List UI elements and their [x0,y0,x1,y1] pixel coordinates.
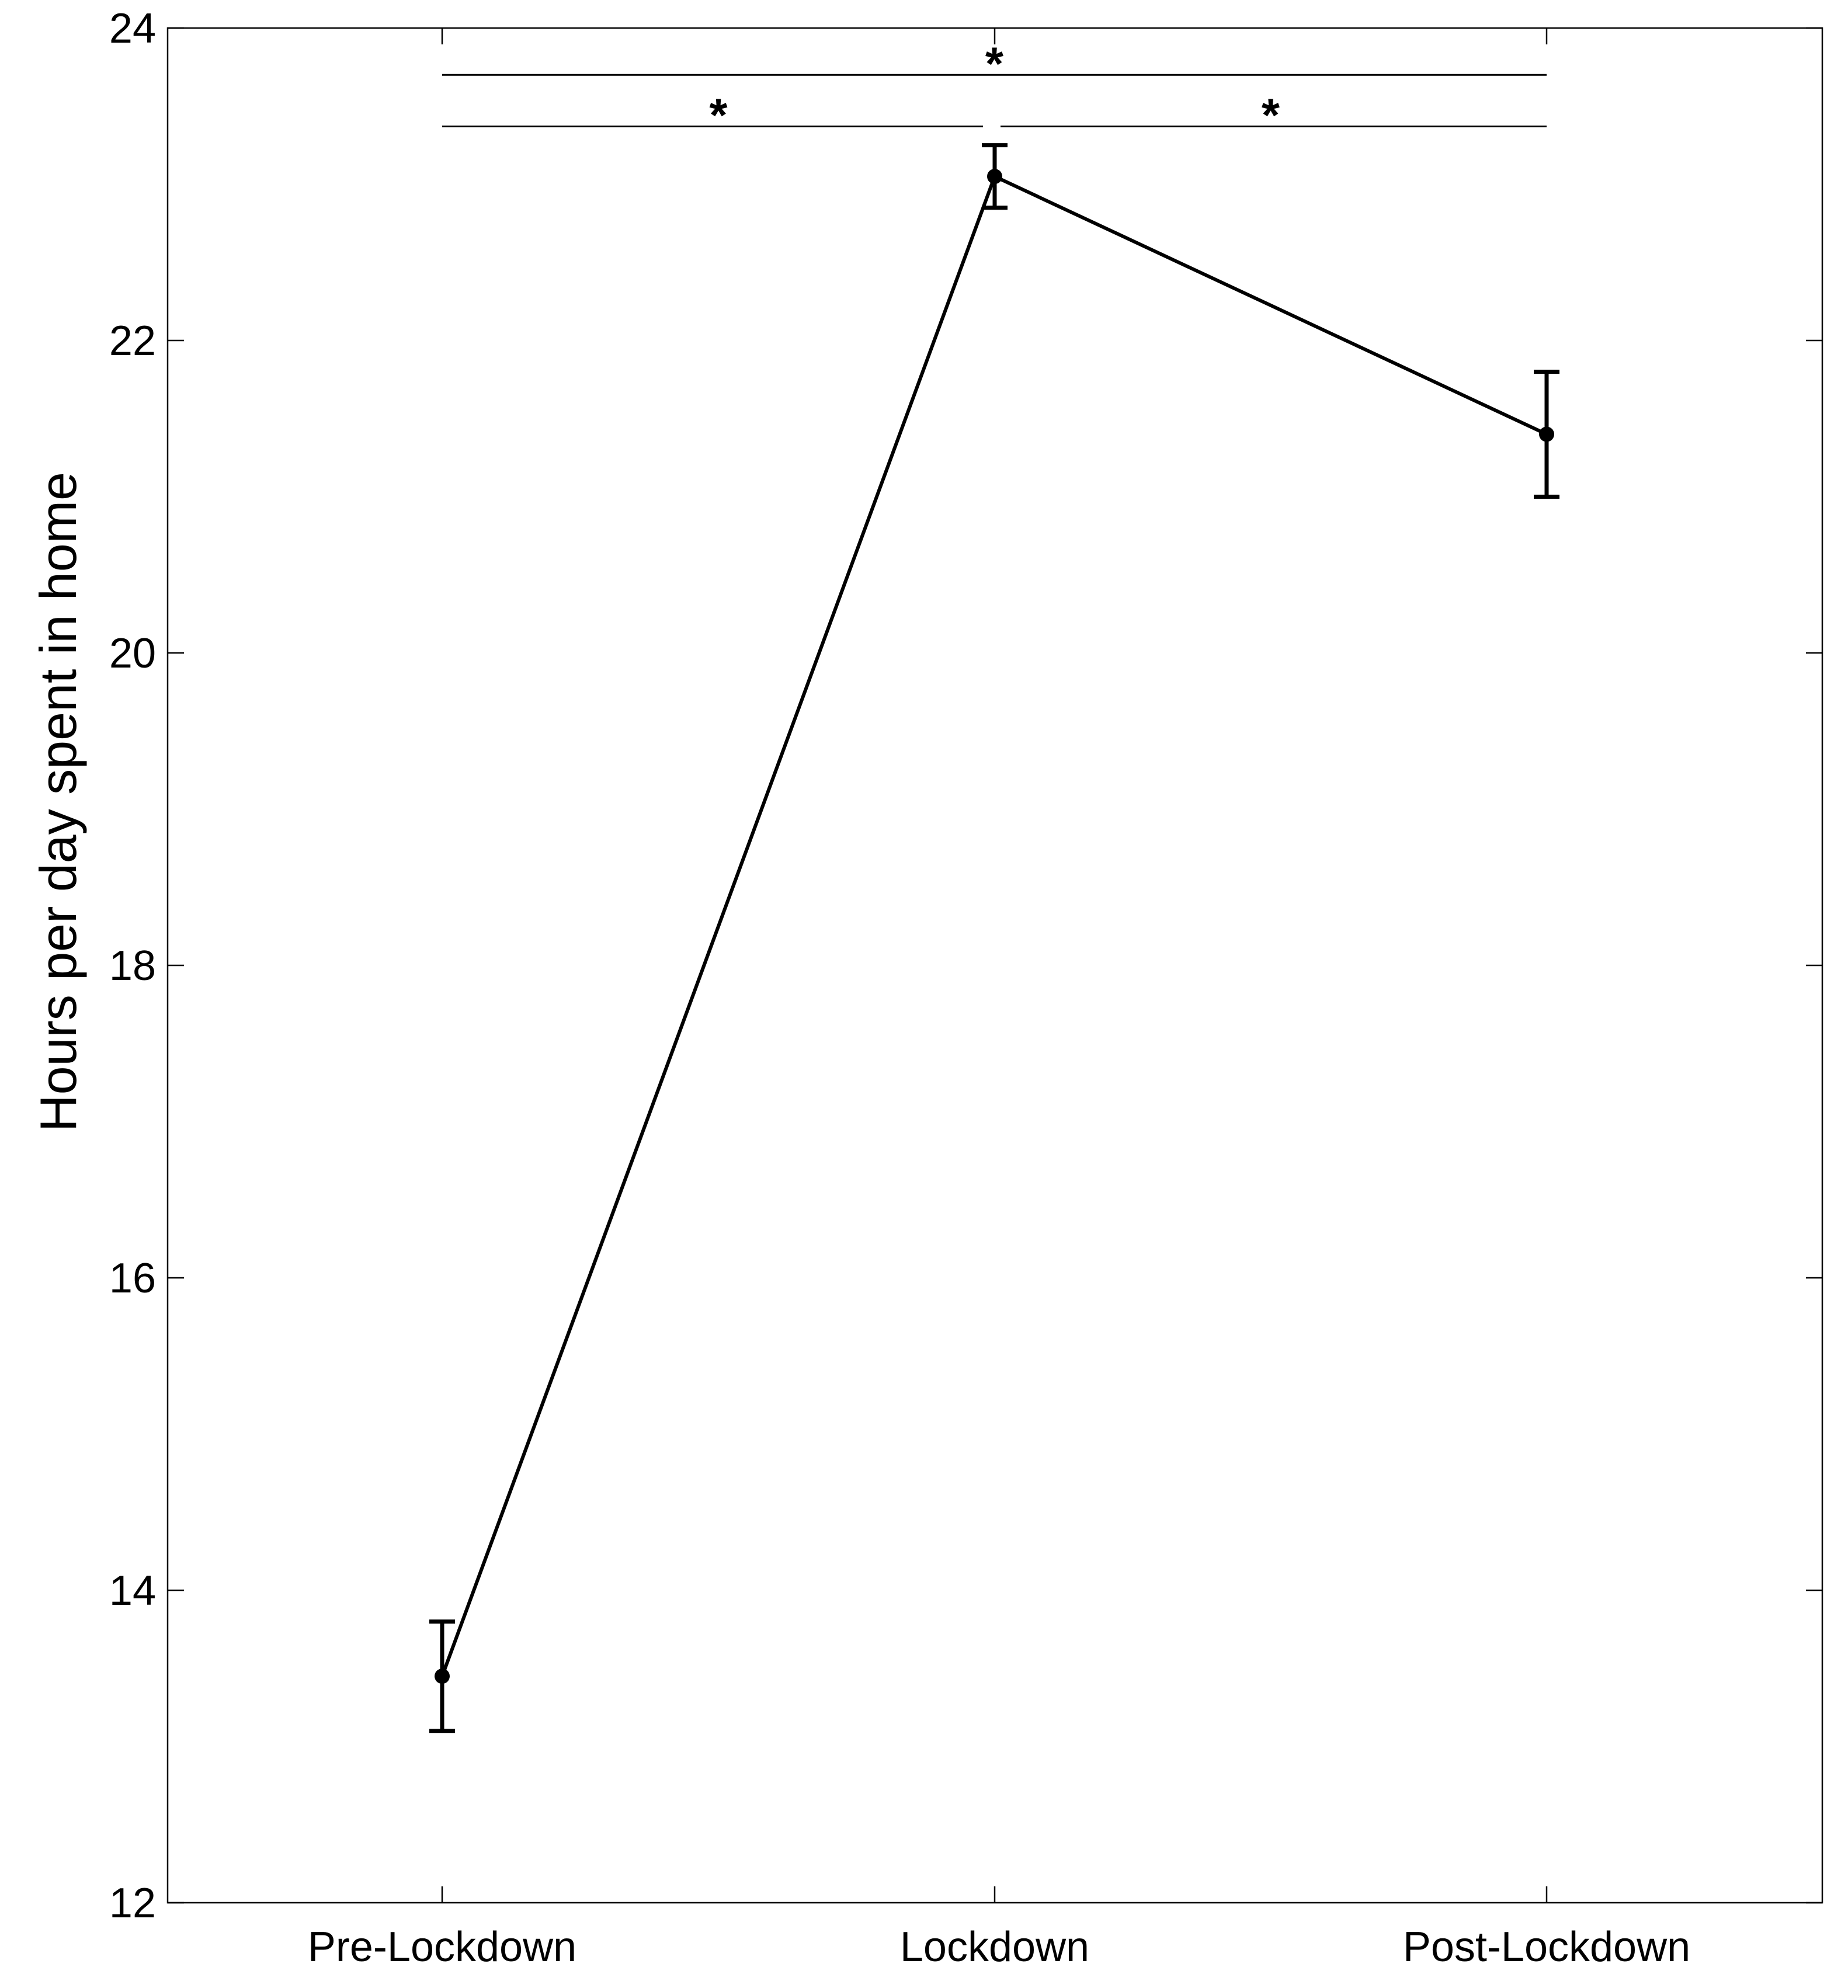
y-tick-label: 20 [109,630,156,677]
data-point [1539,426,1554,442]
x-tick-label: Post-Lockdown [1403,1924,1690,1970]
y-tick-label: 24 [109,5,156,52]
y-tick-label: 12 [109,1880,156,1927]
y-tick-label: 22 [109,318,156,364]
significance-star: * [1262,89,1280,141]
y-axis-label: Hours per day spent in home [29,472,87,1132]
y-axis: 12 14 16 18 20 22 24 [109,5,1822,1927]
plot-area-frame [166,27,1823,1904]
significance-star: * [985,37,1004,89]
x-tick-label: Pre-Lockdown [308,1924,576,1970]
series-line [440,174,1548,1677]
y-tick-label: 14 [109,1568,156,1614]
series-hours-in-home [429,143,1559,1733]
significance-star: * [709,89,728,141]
data-point [987,169,1002,185]
x-axis: Pre-Lockdown Lockdown Post-Lockdown [308,28,1690,1970]
y-tick-label: 18 [109,943,156,989]
significance-brackets: * * * [442,37,1547,141]
y-tick-label: 16 [109,1255,156,1302]
data-point [435,1669,450,1684]
x-tick-label: Lockdown [900,1924,1089,1970]
